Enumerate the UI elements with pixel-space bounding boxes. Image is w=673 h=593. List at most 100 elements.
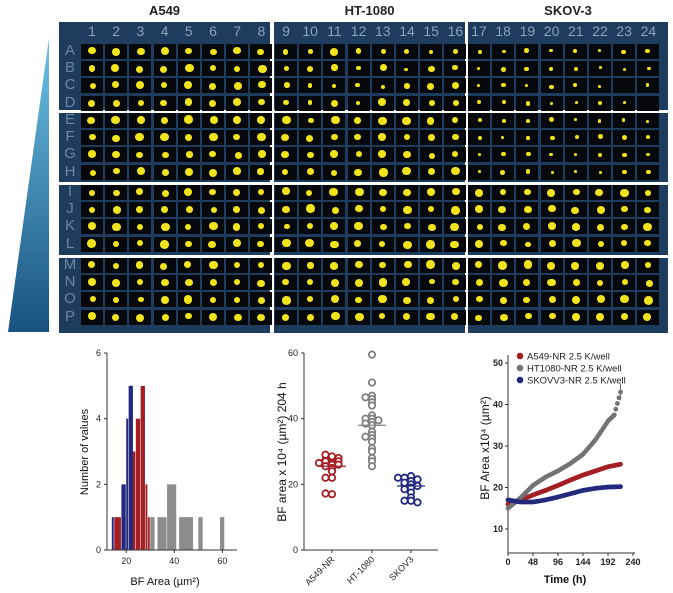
line-point: [543, 488, 548, 493]
line-point: [555, 494, 561, 500]
well-E8: [250, 113, 273, 128]
x-tick-label: 48: [528, 557, 538, 567]
line-point: [602, 423, 608, 429]
spheroid: [379, 262, 386, 269]
spheroid: [307, 295, 314, 302]
well-K21: [564, 219, 587, 235]
data-point: [334, 457, 343, 466]
spheroid: [233, 66, 241, 73]
spheroid: [281, 133, 290, 142]
well-F10: [299, 130, 322, 146]
line-point: [522, 495, 528, 501]
row-letter: H: [64, 162, 76, 180]
line-point: [607, 484, 612, 490]
line-point: [552, 484, 558, 490]
spheroid: [185, 151, 193, 158]
column-number: 10: [302, 23, 318, 39]
spheroid: [380, 84, 386, 89]
well-C6: [202, 78, 224, 94]
well-D15: [420, 95, 443, 111]
well-B10: [299, 61, 322, 77]
line-point: [516, 498, 522, 503]
line-point: [580, 451, 586, 457]
well-I2: [105, 185, 128, 200]
data-point: [367, 444, 377, 453]
well-I21: [564, 185, 587, 200]
histogram-bar: [126, 418, 129, 550]
line-point: [593, 468, 598, 474]
line-point: [585, 446, 591, 452]
well-K6: [202, 219, 224, 235]
data-point: [406, 493, 416, 502]
well-C8: [250, 78, 273, 94]
spheroid: [379, 189, 387, 197]
line-point: [596, 485, 602, 491]
spheroid: [524, 189, 531, 196]
well-O15: [420, 292, 443, 308]
well-D2: [105, 95, 128, 111]
line-point: [566, 478, 572, 484]
spheroid: [258, 81, 267, 89]
well-N21: [564, 275, 587, 291]
well-I11: [323, 185, 346, 200]
well-N24: [637, 275, 660, 291]
well-M16: [444, 258, 467, 273]
y-tick-label: 10: [493, 524, 503, 534]
well-F11: [323, 130, 346, 146]
well-O21: [564, 292, 587, 308]
well-G15: [420, 147, 443, 163]
spheroid: [476, 84, 481, 88]
spheroid: [450, 167, 460, 176]
well-O16: [444, 292, 467, 308]
spheroid: [329, 150, 339, 159]
well-K2: [105, 219, 128, 235]
well-B7: [226, 61, 249, 77]
spheroid: [597, 84, 601, 88]
well-M14: [396, 258, 418, 273]
well-L3: [129, 236, 152, 252]
well-D6: [202, 95, 224, 111]
histogram-bar: [219, 517, 225, 550]
well-K23: [613, 219, 636, 235]
well-H11: [323, 164, 346, 180]
spheroid: [208, 313, 218, 321]
histogram-bar: [111, 517, 114, 550]
line-point: [579, 453, 584, 458]
spheroid: [233, 46, 241, 55]
well-K24: [637, 219, 660, 235]
x-tick-label: 96: [553, 557, 563, 567]
well-N22: [589, 275, 611, 291]
spheroid: [330, 279, 340, 287]
spheroid: [111, 314, 120, 322]
line-point: [604, 484, 609, 490]
well-P20: [540, 309, 563, 325]
spheroid: [549, 313, 556, 320]
well-F20: [540, 130, 563, 146]
spheroid: [308, 49, 314, 54]
well-O13: [371, 292, 394, 308]
spheroid: [306, 313, 315, 321]
line-point: [525, 487, 531, 493]
line-point: [614, 484, 620, 490]
spheroid: [476, 100, 482, 105]
line-point: [586, 470, 592, 476]
legend-marker: [516, 352, 524, 360]
spheroid: [87, 278, 96, 287]
well-B4: [153, 61, 176, 77]
well-E2: [105, 113, 128, 128]
spheroid: [523, 223, 531, 230]
well-L16: [444, 236, 467, 252]
well-P15: [420, 309, 443, 325]
spheroid: [477, 50, 482, 55]
well-L7: [226, 236, 249, 252]
line-point: [516, 499, 522, 505]
well-D11: [323, 95, 346, 111]
spheroid: [620, 313, 628, 320]
well-C19: [516, 78, 539, 94]
line-point: [583, 448, 589, 454]
spheroid: [233, 206, 241, 213]
spheroid: [377, 149, 387, 158]
well-G9: [275, 147, 297, 163]
spheroid: [87, 116, 96, 125]
spheroid: [160, 116, 168, 124]
